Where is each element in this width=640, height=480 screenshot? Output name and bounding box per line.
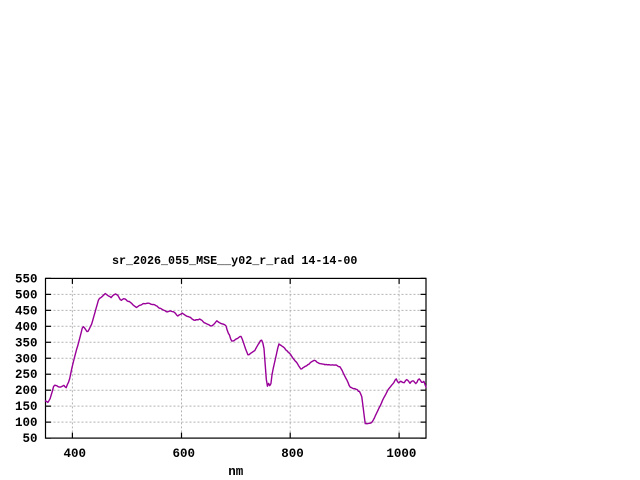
- svg-text:800: 800: [281, 447, 304, 461]
- svg-text:400: 400: [63, 447, 86, 461]
- svg-text:250: 250: [15, 368, 38, 382]
- svg-text:150: 150: [15, 400, 38, 414]
- svg-text:450: 450: [15, 304, 38, 318]
- svg-text:500: 500: [15, 288, 38, 302]
- svg-text:1000: 1000: [386, 447, 416, 461]
- svg-text:400: 400: [15, 320, 38, 334]
- svg-text:100: 100: [15, 416, 38, 430]
- svg-text:550: 550: [15, 272, 38, 286]
- svg-text:sr_2026_055_MSE__y02_r_rad 14-: sr_2026_055_MSE__y02_r_rad 14-14-00: [112, 254, 357, 268]
- svg-text:nm: nm: [228, 465, 244, 479]
- svg-text:600: 600: [173, 447, 196, 461]
- svg-text:200: 200: [15, 384, 38, 398]
- svg-text:300: 300: [15, 352, 38, 366]
- svg-text:50: 50: [22, 432, 37, 446]
- svg-text:350: 350: [15, 336, 38, 350]
